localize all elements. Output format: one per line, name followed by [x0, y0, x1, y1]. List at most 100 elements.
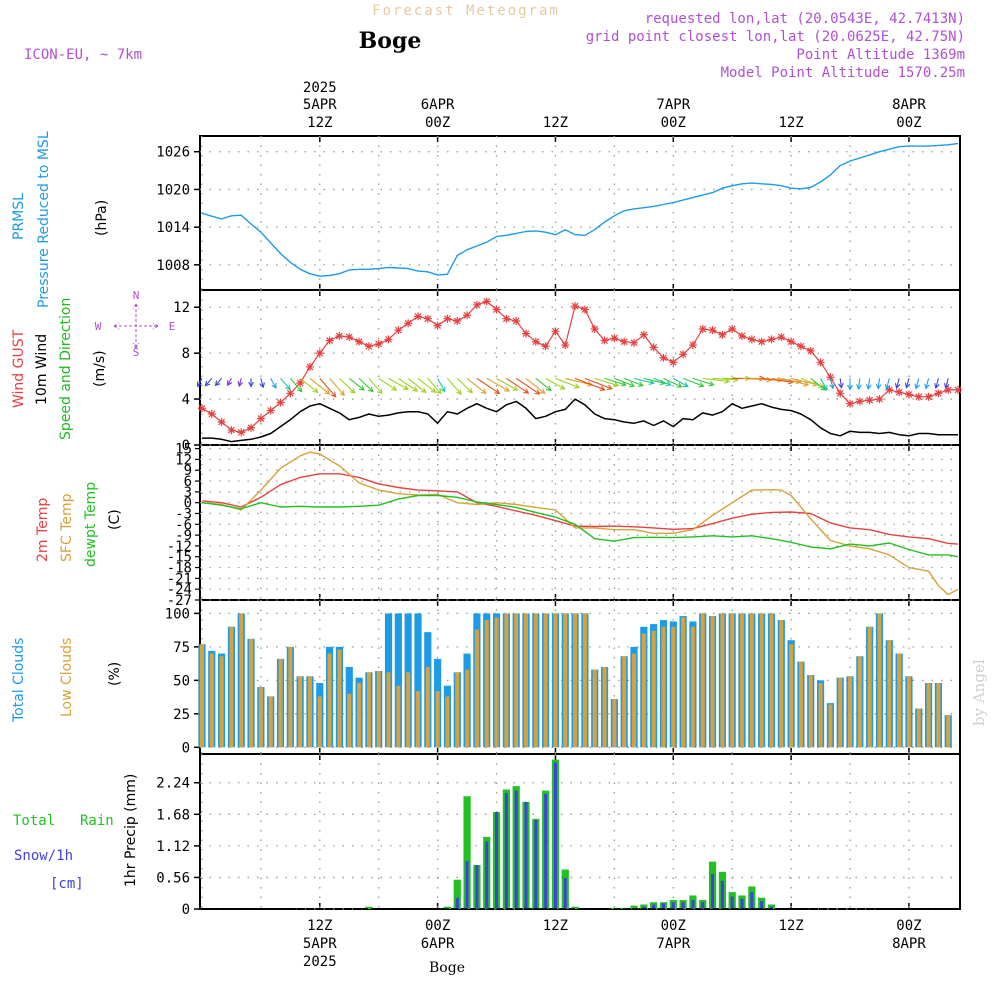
wind-arrow — [476, 377, 500, 394]
wind-arrow-head — [820, 385, 827, 391]
wind-arrow-head — [512, 385, 519, 391]
snow-label: Snow/1h — [14, 848, 73, 864]
low-cloud-bar — [219, 656, 224, 748]
bottom-hour-label: 12Z — [307, 918, 332, 934]
wind-arrow — [692, 377, 714, 386]
wind-arrow — [565, 377, 593, 386]
wind-arrow-head — [440, 386, 446, 393]
watermark: by Angel — [970, 659, 988, 726]
gust-marker — [865, 396, 874, 405]
wind-arrow-head — [214, 380, 221, 387]
snow-bar — [524, 801, 528, 909]
top-date-label: 6APR — [421, 97, 455, 113]
gust-marker — [197, 404, 206, 413]
wind-arrow — [215, 378, 223, 386]
temp-dew-label: dewpt Temp — [83, 482, 99, 567]
low-cloud-bar — [700, 613, 705, 748]
low-cloud-bar — [897, 653, 902, 748]
gust-marker — [472, 300, 481, 309]
low-cloud-bar — [690, 626, 695, 748]
low-cloud-bar — [710, 616, 715, 748]
model-label: ICON-EU, ~ 7km — [24, 47, 142, 63]
wind-arrow-head — [894, 383, 901, 390]
clouds-low-label: Low Clouds — [59, 638, 75, 717]
wind-arrow — [270, 378, 277, 389]
temp-dew-line — [201, 494, 959, 558]
wind-arrow — [584, 377, 612, 390]
low-cloud-bar — [867, 626, 872, 748]
low-cloud-bar — [484, 620, 489, 748]
low-cloud-bar — [386, 672, 391, 748]
low-cloud-bar — [612, 699, 617, 748]
wind-arrow — [280, 378, 291, 390]
wind-arrow — [319, 378, 337, 398]
low-cloud-bar — [632, 653, 637, 748]
gust-marker — [305, 362, 314, 371]
gust-marker — [521, 329, 530, 338]
gust-marker — [335, 331, 344, 340]
gust-marker — [649, 343, 658, 352]
y-tick-label: 0.56 — [156, 870, 190, 886]
wind-arrow — [204, 378, 213, 387]
rain-bar — [453, 879, 461, 909]
low-cloud-bar — [730, 613, 735, 748]
panel-frame — [199, 444, 961, 601]
wind-arrow — [348, 377, 365, 391]
wind-arrow — [673, 377, 689, 388]
gust-marker — [747, 335, 756, 344]
rain-bar — [365, 906, 373, 909]
low-cloud-bar — [307, 676, 312, 748]
wind-arrow-head — [504, 386, 511, 392]
y-tick-label: 3 — [184, 485, 192, 501]
wind-arrow — [486, 377, 510, 392]
low-cloud-bar — [317, 696, 322, 748]
gust-marker — [757, 337, 766, 346]
snow-bar — [661, 903, 665, 909]
wind-dir-label: Speed and Direction — [58, 298, 74, 440]
wind-arrow-head — [456, 389, 462, 396]
top-hour-label: 00Z — [661, 115, 686, 131]
wind-arrow — [810, 377, 826, 391]
wind-arrow-head — [312, 387, 319, 394]
gust-marker — [345, 333, 354, 342]
wind-arrow — [466, 377, 487, 394]
low-cloud-bar — [239, 613, 244, 748]
gust-marker — [571, 302, 580, 311]
rain-bar — [443, 906, 452, 909]
snow-bar — [681, 902, 685, 909]
pressure-unit: (hPa) — [94, 200, 110, 236]
gust-marker — [688, 341, 697, 350]
y-tick-label: -24 — [167, 582, 192, 598]
snow-bar — [563, 878, 567, 909]
gust-marker — [600, 336, 609, 345]
location-title: Boge — [359, 28, 422, 54]
snow-bar — [455, 897, 459, 909]
wind-arrow — [896, 378, 900, 389]
wind-arrow — [545, 377, 565, 390]
y-tick-label: 2.24 — [156, 776, 190, 792]
snow-bar — [642, 906, 646, 909]
gust-marker — [266, 406, 275, 415]
y-tick-label: -18 — [167, 561, 192, 577]
low-cloud-bar — [592, 669, 597, 748]
low-cloud-bar — [818, 683, 823, 748]
grid-point-coords: grid point closest lon,lat (20.0625E, 42… — [586, 29, 965, 45]
y-tick-label: 0 — [182, 438, 190, 454]
low-cloud-bar — [445, 696, 450, 748]
wind-arrow — [623, 377, 644, 387]
wind-arrow-head — [391, 385, 398, 391]
low-cloud-bar — [357, 683, 362, 748]
wind-arrow — [935, 378, 939, 389]
low-cloud-bar — [563, 613, 568, 748]
gust-marker — [296, 379, 305, 387]
top-date-label: 5APR — [303, 97, 337, 113]
y-tick-label: 1020 — [156, 182, 190, 198]
gust-marker — [227, 426, 236, 435]
wind-arrow — [525, 377, 546, 394]
y-tick-label: 75 — [173, 640, 190, 656]
low-cloud-bar — [523, 613, 528, 748]
wind-arrow-head — [420, 387, 427, 394]
y-tick-label: 9 — [184, 463, 192, 479]
top-hour-label: 12Z — [307, 115, 332, 131]
wind-arrow — [447, 378, 462, 395]
